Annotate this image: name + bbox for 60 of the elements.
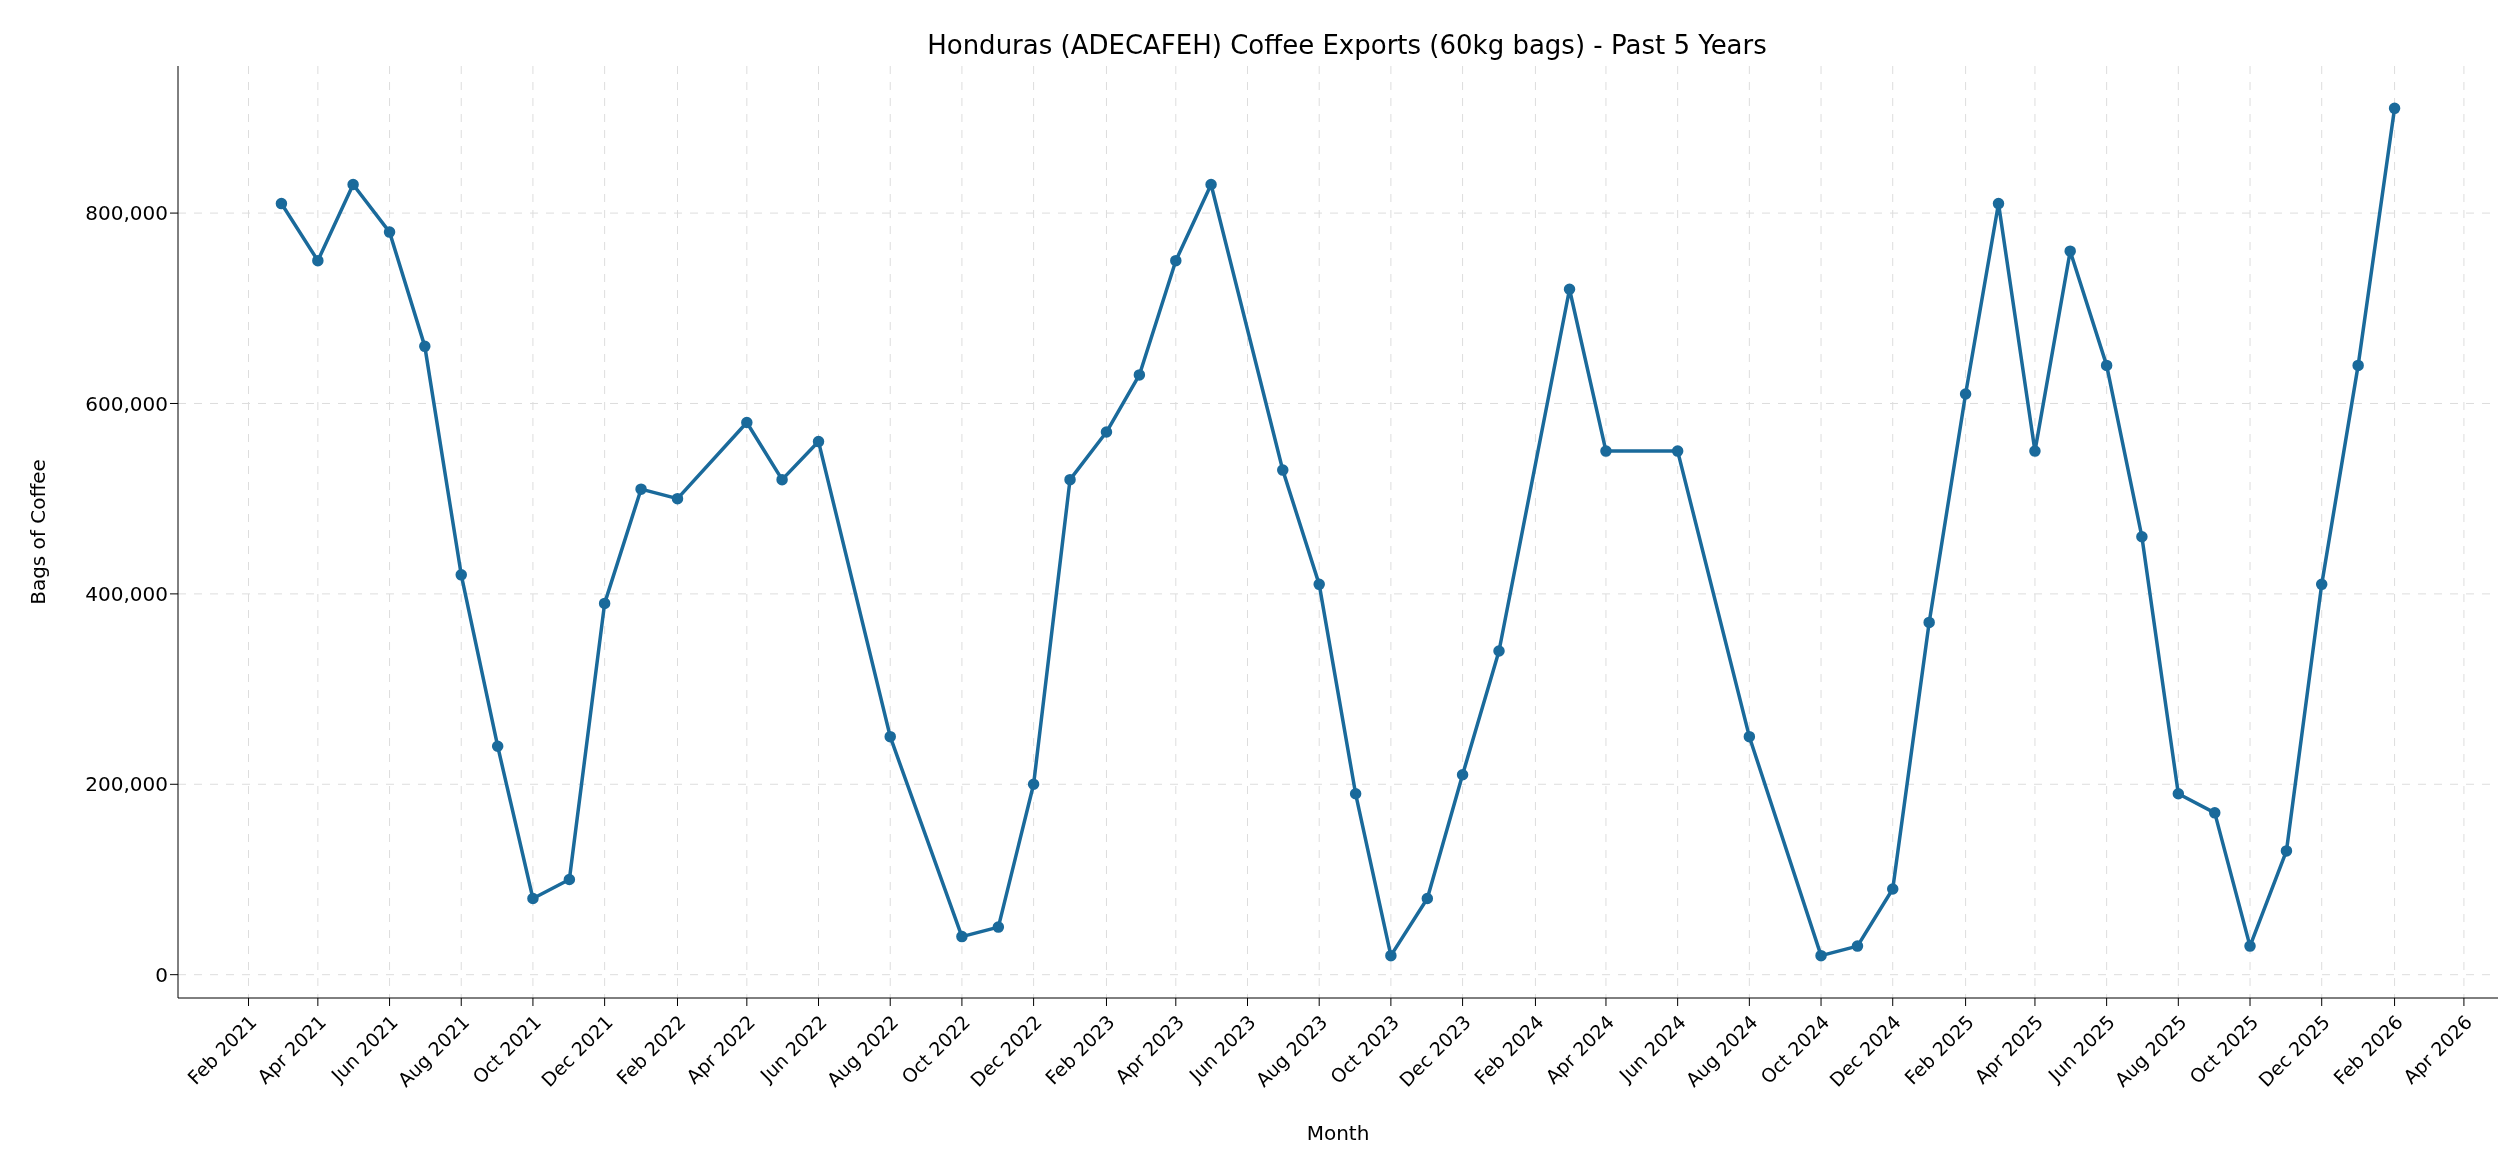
point [812,435,825,448]
point [312,254,324,267]
point [1277,464,1289,476]
point [1815,949,1827,962]
point [1133,369,1146,381]
point [2280,845,2293,857]
point [1886,883,1899,895]
point [419,340,431,353]
point [1205,178,1217,191]
point [2100,359,2113,372]
point [1349,788,1362,800]
point [1313,578,1325,591]
point [2315,578,2328,591]
point [956,930,968,943]
y-tick-label: 400,000 [85,581,168,606]
x-axis-title: Month [1306,1121,1370,1145]
point [1385,949,1397,962]
point [1923,616,1935,629]
y-axis-title: Bags of Coffee [26,459,51,605]
point [1170,254,1182,267]
chart-title: Honduras (ADECAFEH) Coffee Exports (60kg bags) - Past 5 Years [926,30,1768,60]
point [1671,445,1684,457]
point [2064,245,2076,257]
point [2352,359,2364,372]
point [635,483,647,495]
point [2136,531,2148,543]
point [884,730,896,743]
point [1992,197,2005,210]
point [347,178,359,191]
point [2244,940,2256,952]
point [2388,102,2401,115]
y-tick-label: 800,000 [85,201,168,226]
point [563,873,576,886]
point [2172,788,2185,800]
y-tick-label: 200,000 [85,772,168,797]
point [1456,769,1469,781]
point [455,569,467,581]
y-tick-label: 0 [155,962,168,987]
point [1421,892,1434,905]
point [671,492,684,505]
point [1600,445,1612,457]
point [383,226,396,238]
point [776,473,788,486]
point [598,597,611,610]
point [1493,645,1505,657]
point [1563,283,1576,295]
point [1743,730,1756,743]
point [527,892,539,905]
point [1959,388,1972,400]
point [1027,778,1040,791]
point [275,197,288,210]
point [1851,940,1864,952]
point [992,921,1005,933]
point [2029,445,2041,457]
point [491,740,504,752]
point [1100,426,1113,438]
point [2209,807,2221,819]
point [1064,473,1076,486]
point [741,416,753,429]
y-tick-label: 600,000 [85,391,168,416]
